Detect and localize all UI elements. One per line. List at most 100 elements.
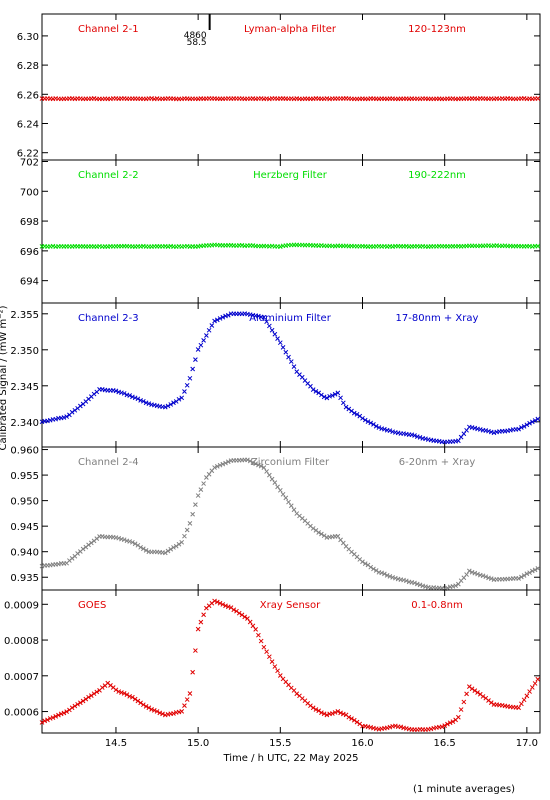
y-tick-label: 0.940 <box>10 548 39 559</box>
data-point <box>371 422 376 427</box>
data-point <box>283 495 289 501</box>
data-point <box>220 314 226 320</box>
data-point <box>360 559 365 565</box>
data-point <box>288 359 294 364</box>
y-tick-label: 0.0009 <box>4 600 39 611</box>
data-point <box>516 426 521 432</box>
data-point <box>277 244 283 249</box>
data-point <box>130 539 135 545</box>
data-point <box>140 398 146 404</box>
data-point <box>288 503 294 509</box>
y-tick-label: 0.0007 <box>4 672 39 683</box>
data-point <box>360 415 365 421</box>
data-point <box>47 417 53 423</box>
data-point <box>171 400 176 406</box>
data-point <box>524 571 530 577</box>
data-point <box>201 481 206 486</box>
data-point <box>376 425 382 430</box>
data-point <box>171 545 176 550</box>
data-point <box>201 338 206 343</box>
panel-filter-label: Aluminium Filter <box>249 313 332 324</box>
panel-frame <box>41 446 541 591</box>
y-tick-label: 0.935 <box>10 573 39 584</box>
data-point <box>519 574 524 580</box>
data-point <box>47 716 53 721</box>
data-point <box>214 317 220 323</box>
data-point <box>247 619 253 625</box>
data-point <box>162 550 168 556</box>
data-point <box>223 603 228 609</box>
y-tick-label: 0.0006 <box>4 708 39 719</box>
data-point <box>524 422 530 428</box>
data-point <box>373 423 379 429</box>
data-point <box>321 533 327 539</box>
data-point <box>414 581 420 587</box>
data-point <box>373 568 379 573</box>
data-point <box>143 704 149 709</box>
data-point <box>217 462 223 468</box>
data-point <box>529 419 535 425</box>
y-tick-label: 0.0008 <box>4 636 39 647</box>
panel-channel-label: Channel 2-1 <box>78 24 139 35</box>
data-point <box>168 546 174 552</box>
data-point <box>324 712 330 718</box>
data-point <box>154 709 160 714</box>
data-point <box>338 710 343 716</box>
data-point <box>182 533 187 539</box>
data-point <box>176 541 182 547</box>
data-point <box>138 700 143 706</box>
data-point <box>242 614 248 620</box>
data-point <box>343 404 349 410</box>
data-point <box>225 312 231 318</box>
data-point <box>130 694 135 700</box>
panel-frame <box>41 589 541 734</box>
data-point <box>220 461 226 467</box>
panel-frame <box>41 159 541 304</box>
data-point <box>321 711 327 717</box>
data-point <box>316 708 322 714</box>
data-point <box>464 572 469 577</box>
data-point <box>330 711 335 716</box>
data-point <box>335 533 341 539</box>
data-point <box>310 526 316 531</box>
data-point <box>193 502 198 507</box>
data-point <box>321 394 327 400</box>
series-points <box>39 96 541 102</box>
data-point <box>162 404 168 410</box>
data-point <box>77 700 83 706</box>
data-point <box>456 714 461 720</box>
panel-2: 694 696 698 700 702 Channel 2-2 Herzberg Filte… <box>20 157 541 304</box>
data-point <box>535 96 541 101</box>
data-point <box>132 541 138 547</box>
data-point <box>486 428 491 434</box>
panel-band-label: 190-222nm <box>408 170 466 181</box>
data-point <box>193 357 198 363</box>
data-point <box>521 697 527 703</box>
data-point <box>368 420 374 426</box>
panel-frame <box>41 302 541 448</box>
data-point <box>143 400 149 406</box>
data-point <box>236 610 242 616</box>
data-point <box>135 698 141 704</box>
x-tick-label: 16.5 <box>434 738 456 749</box>
data-point <box>39 720 45 725</box>
data-point <box>195 347 201 352</box>
data-point <box>382 571 387 577</box>
data-point <box>324 395 330 401</box>
data-point <box>94 689 100 695</box>
data-point <box>488 700 494 705</box>
panel-band-label: 17-80nm + Xray <box>396 313 479 324</box>
data-point <box>212 318 217 324</box>
data-point <box>516 576 521 581</box>
data-point <box>335 390 341 396</box>
data-point <box>193 648 198 653</box>
data-point <box>206 471 212 477</box>
data-point <box>453 583 458 589</box>
data-point <box>529 685 535 690</box>
panel-channel-label: Channel 2-2 <box>78 170 139 181</box>
data-point <box>149 706 154 712</box>
panel-band-label: 120-123nm <box>408 24 466 35</box>
data-point <box>267 323 272 329</box>
data-point <box>72 703 78 709</box>
data-point <box>527 420 532 426</box>
